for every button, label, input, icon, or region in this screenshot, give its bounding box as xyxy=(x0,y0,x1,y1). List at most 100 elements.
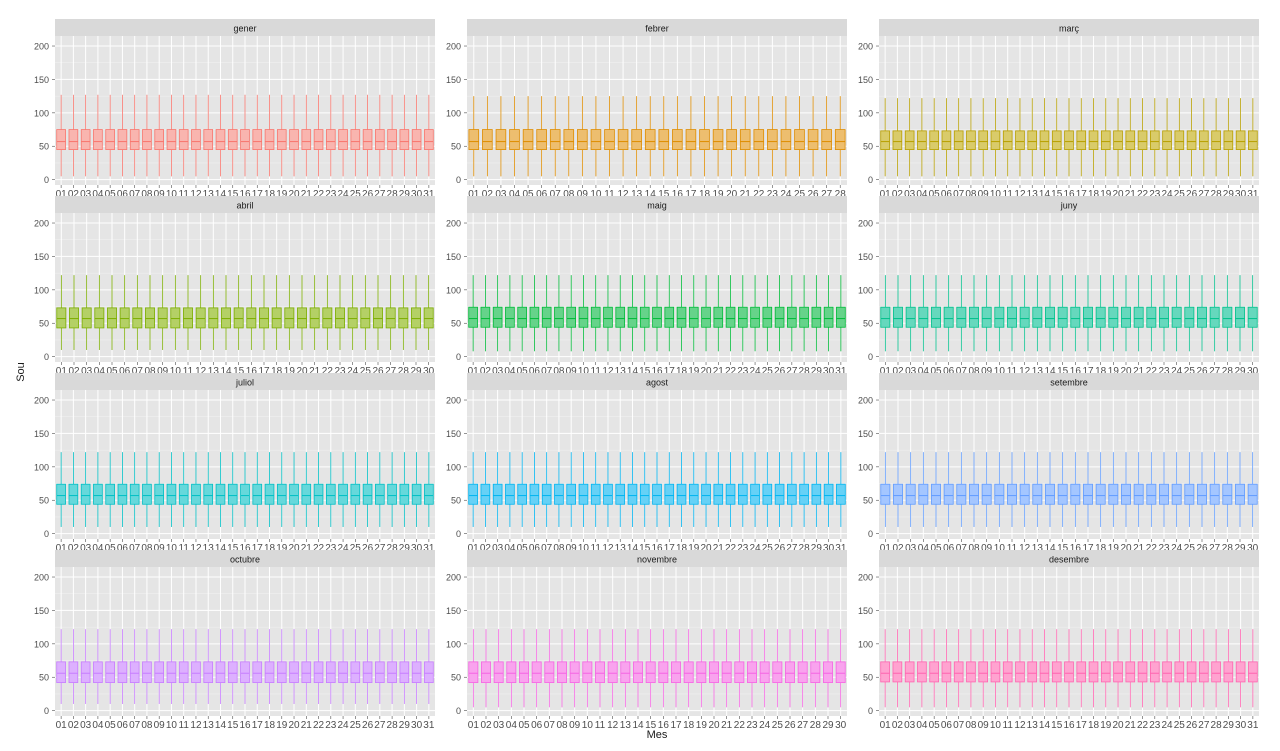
box-body xyxy=(685,129,697,150)
x-tick-label: 22 xyxy=(322,366,334,377)
x-tick-label: 30 xyxy=(1247,366,1259,377)
x-tick-label: 28 xyxy=(835,189,847,200)
x-tick-label: 18 xyxy=(271,366,283,377)
box-gener-28: 28 xyxy=(387,94,398,200)
box-body xyxy=(880,661,890,683)
x-tick-label: 20 xyxy=(700,366,712,377)
box-body xyxy=(835,661,846,683)
x-tick-label: 20 xyxy=(726,189,738,200)
x-tick-label: 20 xyxy=(1112,189,1124,200)
box-octubre-28: 28 xyxy=(387,629,398,731)
box-maig-28: 28 xyxy=(799,275,810,377)
box-body xyxy=(712,129,724,150)
box-body xyxy=(1149,661,1160,683)
facet-strip xyxy=(467,19,847,36)
box-body xyxy=(233,307,244,329)
box-body xyxy=(929,130,939,150)
box-desembre-30: 30 xyxy=(1235,629,1247,731)
box-body xyxy=(424,129,434,150)
box-octubre-8: 08 xyxy=(141,629,153,731)
box-novembre-1: 01 xyxy=(468,629,479,731)
x-tick-label: 05 xyxy=(517,543,529,554)
box-abril-27: 27 xyxy=(385,275,397,377)
box-juliol-1: 01 xyxy=(56,452,67,554)
box-maig-31: 31 xyxy=(835,275,847,377)
box-novembre-13: 13 xyxy=(620,629,631,731)
box-body xyxy=(607,661,618,683)
box-body xyxy=(360,307,371,329)
box-body xyxy=(905,483,916,505)
x-tick-label: 07 xyxy=(541,366,553,377)
box-body xyxy=(506,661,517,683)
box-body xyxy=(737,483,748,505)
box-body xyxy=(1125,130,1136,150)
box-setembre-22: 22 xyxy=(1146,452,1157,554)
box-desembre-5: 05 xyxy=(929,629,940,731)
facet-strip xyxy=(467,196,847,213)
box-octubre-26: 26 xyxy=(362,629,374,731)
box-gener-7: 07 xyxy=(129,94,141,200)
box-maig-25: 25 xyxy=(762,275,774,377)
box-body xyxy=(774,306,785,328)
x-tick-label: 07 xyxy=(953,189,965,200)
x-tick-label: 23 xyxy=(334,366,346,377)
x-tick-label: 20 xyxy=(296,366,308,377)
x-tick-label: 06 xyxy=(943,366,955,377)
box-body xyxy=(252,129,263,150)
box-novembre-8: 08 xyxy=(556,629,568,731)
box-body xyxy=(893,306,903,328)
x-tick-label: 05 xyxy=(523,189,535,200)
x-tick-label: 18 xyxy=(264,543,276,554)
box-body xyxy=(726,129,737,150)
box-novembre-14: 14 xyxy=(632,629,644,731)
x-tick-label: 08 xyxy=(556,720,568,731)
x-tick-label: 15 xyxy=(1051,189,1063,200)
x-tick-label: 14 xyxy=(1039,720,1051,731)
box-body xyxy=(696,661,707,683)
box-body xyxy=(482,129,493,150)
box-octubre-16: 16 xyxy=(239,629,251,731)
panel-background xyxy=(879,213,1259,362)
x-tick-label: 09 xyxy=(577,189,589,200)
box-desembre-14: 14 xyxy=(1039,629,1051,731)
box-body xyxy=(178,661,189,683)
box-body xyxy=(93,483,103,505)
box-febrer-14: 14 xyxy=(645,96,656,200)
box-novembre-26: 26 xyxy=(784,629,796,731)
box-body xyxy=(759,661,770,683)
x-tick-label: 29 xyxy=(399,720,411,731)
x-tick-label: 25 xyxy=(762,366,774,377)
x-tick-label: 24 xyxy=(338,543,350,554)
box-body xyxy=(699,129,710,150)
x-tick-label: 24 xyxy=(347,366,359,377)
x-tick-label: 02 xyxy=(68,189,80,200)
box-body xyxy=(595,661,605,683)
box-octubre-25: 25 xyxy=(350,629,361,731)
x-tick-label: 08 xyxy=(965,189,977,200)
box-body xyxy=(1197,483,1207,505)
x-tick-label: 23 xyxy=(1149,720,1161,731)
x-tick-label: 03 xyxy=(492,366,504,377)
x-tick-label: 25 xyxy=(1184,543,1196,554)
x-tick-label: 11 xyxy=(591,366,602,377)
box-abril-16: 16 xyxy=(246,275,257,377)
box-setembre-6: 06 xyxy=(943,452,955,554)
box-febrer-5: 05 xyxy=(523,96,535,200)
box-juny-9: 09 xyxy=(981,275,993,377)
x-tick-label: 04 xyxy=(918,366,930,377)
box-juny-17: 17 xyxy=(1082,275,1094,377)
box-març-20: 20 xyxy=(1112,98,1124,200)
box-body xyxy=(541,483,552,505)
box-body xyxy=(1027,661,1038,683)
box-novembre-11: 11 xyxy=(595,629,606,731)
box-octubre-19: 19 xyxy=(276,629,288,731)
box-body xyxy=(785,661,795,683)
x-tick-label: 28 xyxy=(398,366,410,377)
box-body xyxy=(603,483,613,505)
box-juny-10: 10 xyxy=(994,275,1005,377)
box-body xyxy=(1027,130,1038,150)
y-tick-label: 50 xyxy=(863,673,873,683)
box-body xyxy=(1222,483,1233,505)
box-body xyxy=(590,483,601,505)
